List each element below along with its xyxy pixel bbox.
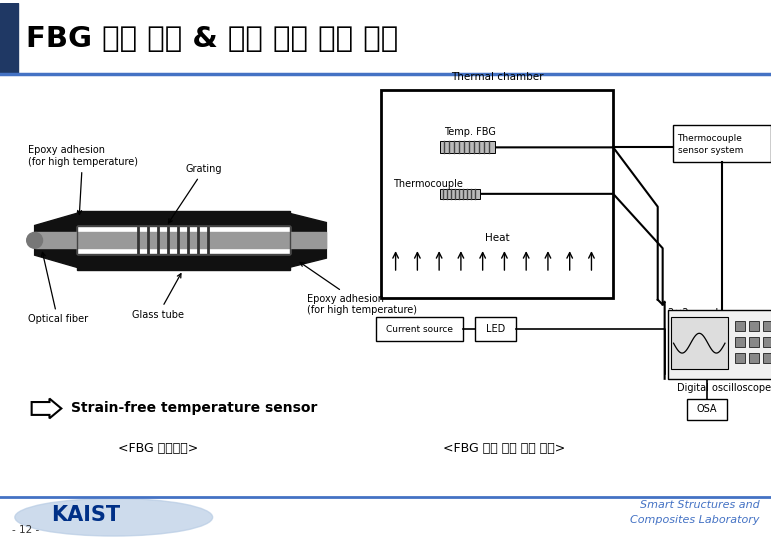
Text: FBG 온도 센서 & 온도 특성 실험 장치: FBG 온도 센서 & 온도 특성 실험 장치 (26, 24, 398, 52)
Text: LED: LED (486, 325, 505, 334)
Text: Optical fiber: Optical fiber (28, 252, 88, 325)
Ellipse shape (15, 498, 213, 536)
Polygon shape (34, 213, 79, 268)
Text: Thermal chamber: Thermal chamber (451, 72, 543, 82)
Bar (381, 90, 613, 298)
Text: Smart Structures and: Smart Structures and (640, 501, 760, 510)
Bar (34, 232, 326, 248)
Text: FBG: FBG (460, 191, 480, 201)
Text: Epoxy adhesion
(for high temperature): Epoxy adhesion (for high temperature) (300, 262, 417, 315)
Bar (440, 189, 480, 199)
Text: Temp. FBG: Temp. FBG (444, 126, 496, 137)
Text: Digital oscilloscope: Digital oscilloscope (677, 383, 771, 393)
Text: <FBG 온도 특성 실험 장치>: <FBG 온도 특성 실험 장치> (443, 442, 566, 455)
Text: Heat: Heat (484, 233, 509, 244)
Bar (376, 318, 463, 341)
Bar (749, 321, 759, 332)
FancyArrow shape (32, 399, 62, 418)
Bar (475, 318, 516, 341)
Text: - 12 -: - 12 - (12, 525, 39, 535)
Text: Thermocouple: Thermocouple (392, 179, 463, 189)
Text: Glass tube: Glass tube (133, 274, 184, 320)
Polygon shape (287, 213, 326, 268)
Circle shape (27, 232, 43, 248)
Bar (77, 254, 290, 270)
Bar (668, 309, 780, 379)
Bar (763, 338, 772, 347)
Text: sensor system: sensor system (678, 146, 743, 156)
Bar (440, 141, 495, 153)
Text: Current source: Current source (386, 325, 453, 334)
Text: Strain-free temperature sensor: Strain-free temperature sensor (71, 401, 317, 415)
Bar (672, 125, 771, 162)
Text: Composites Laboratory: Composites Laboratory (630, 515, 760, 525)
Bar (77, 226, 290, 254)
Bar (77, 226, 290, 254)
Bar (687, 399, 727, 420)
Text: Thermocouple: Thermocouple (678, 134, 743, 144)
Text: KAIST: KAIST (51, 505, 121, 525)
Text: <FBG 온도센서>: <FBG 온도센서> (118, 442, 198, 455)
Bar (763, 353, 772, 363)
Text: 2×2 coupler: 2×2 coupler (668, 308, 728, 318)
Bar (0, 3, 18, 74)
Bar (749, 353, 759, 363)
Bar (735, 353, 745, 363)
Bar (749, 338, 759, 347)
Text: OSA: OSA (697, 404, 718, 415)
Text: Epoxy adhesion
(for high temperature): Epoxy adhesion (for high temperature) (28, 145, 138, 214)
Bar (77, 211, 290, 226)
Bar (763, 321, 772, 332)
Text: Grating: Grating (168, 164, 222, 223)
Bar (735, 321, 745, 332)
Bar (735, 338, 745, 347)
Bar (671, 318, 728, 369)
